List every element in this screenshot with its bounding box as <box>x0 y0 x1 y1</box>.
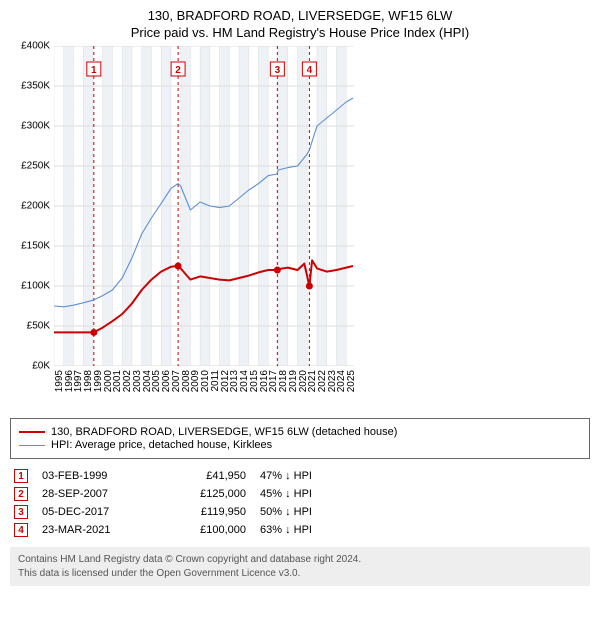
chart-area: £0K£50K£100K£150K£200K£250K£300K£350K£40… <box>10 46 590 416</box>
transaction-price: £100,000 <box>166 524 246 536</box>
chart-plot: 1 2 3 4 <box>54 46 354 366</box>
legend-item: 130, BRADFORD ROAD, LIVERSEDGE, WF15 6LW… <box>19 426 581 438</box>
legend-swatch <box>19 445 45 446</box>
transaction-diff: 50% ↓ HPI <box>260 506 350 518</box>
transaction-diff: 45% ↓ HPI <box>260 488 350 500</box>
y-tick-label: £300K <box>21 121 50 132</box>
legend-box: 130, BRADFORD ROAD, LIVERSEDGE, WF15 6LW… <box>10 418 590 459</box>
y-tick-label: £200K <box>21 201 50 212</box>
y-tick-label: £100K <box>21 281 50 292</box>
title-subtitle: Price paid vs. HM Land Registry's House … <box>10 25 590 40</box>
legend-item: HPI: Average price, detached house, Kirk… <box>19 439 581 451</box>
transaction-row: 1 03-FEB-1999 £41,950 47% ↓ HPI <box>10 467 590 485</box>
transaction-price: £41,950 <box>166 470 246 482</box>
transaction-marker: 4 <box>14 523 28 537</box>
transaction-date: 05-DEC-2017 <box>42 506 152 518</box>
svg-text:3: 3 <box>275 65 281 76</box>
transaction-row: 4 23-MAR-2021 £100,000 63% ↓ HPI <box>10 521 590 539</box>
legend-swatch <box>19 431 45 433</box>
legend-label: 130, BRADFORD ROAD, LIVERSEDGE, WF15 6LW… <box>51 426 397 438</box>
y-tick-label: £350K <box>21 81 50 92</box>
footer-line: Contains HM Land Registry data © Crown c… <box>18 553 582 567</box>
y-tick-label: £0K <box>32 361 50 372</box>
transaction-date: 03-FEB-1999 <box>42 470 152 482</box>
footer-line: This data is licensed under the Open Gov… <box>18 567 582 581</box>
title-block: 130, BRADFORD ROAD, LIVERSEDGE, WF15 6LW… <box>10 8 590 40</box>
y-tick-label: £400K <box>21 41 50 52</box>
transaction-marker: 1 <box>14 469 28 483</box>
transaction-marker: 3 <box>14 505 28 519</box>
x-tick-label: 2025 <box>346 370 357 392</box>
legend-label: HPI: Average price, detached house, Kirk… <box>51 439 272 451</box>
chart-container: 130, BRADFORD ROAD, LIVERSEDGE, WF15 6LW… <box>0 0 600 620</box>
transaction-date: 28-SEP-2007 <box>42 488 152 500</box>
svg-text:2: 2 <box>175 65 181 76</box>
transaction-diff: 63% ↓ HPI <box>260 524 350 536</box>
y-tick-label: £250K <box>21 161 50 172</box>
svg-text:4: 4 <box>307 65 313 76</box>
x-axis: 1995199619971998199920002001200220032004… <box>54 366 588 414</box>
transaction-row: 2 28-SEP-2007 £125,000 45% ↓ HPI <box>10 485 590 503</box>
transaction-diff: 47% ↓ HPI <box>260 470 350 482</box>
title-address: 130, BRADFORD ROAD, LIVERSEDGE, WF15 6LW <box>10 8 590 23</box>
transaction-marker: 2 <box>14 487 28 501</box>
y-axis: £0K£50K£100K£150K£200K£250K£300K£350K£40… <box>10 46 52 366</box>
y-tick-label: £150K <box>21 241 50 252</box>
transaction-date: 23-MAR-2021 <box>42 524 152 536</box>
y-tick-label: £50K <box>27 321 50 332</box>
transactions-table: 1 03-FEB-1999 £41,950 47% ↓ HPI 2 28-SEP-2007… <box>10 467 590 539</box>
transaction-price: £125,000 <box>166 488 246 500</box>
transaction-row: 3 05-DEC-2017 £119,950 50% ↓ HPI <box>10 503 590 521</box>
transaction-price: £119,950 <box>166 506 246 518</box>
footer-attribution: Contains HM Land Registry data © Crown c… <box>10 547 590 586</box>
svg-text:1: 1 <box>91 65 97 76</box>
